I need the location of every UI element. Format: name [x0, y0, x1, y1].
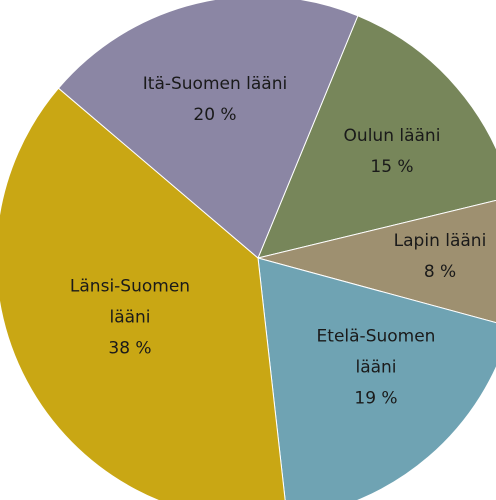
slice-label: Oulun lääni 15 % [312, 121, 472, 183]
category-label: Etelä-Suomen lääni [316, 326, 436, 378]
value-label: 8 % [423, 262, 457, 282]
pie-slice [57, 0, 359, 259]
slice-label: Lapin lääni 8 % [375, 226, 496, 288]
category-label: Oulun lääni [343, 126, 441, 146]
category-label: Länsi-Suomen lääni [69, 276, 191, 328]
category-label: Itä-Suomen lääni [142, 74, 288, 94]
pie-slice [0, 87, 286, 500]
pie-slice [257, 199, 496, 324]
value-label: 20 % [193, 105, 237, 125]
value-label: 38 % [108, 338, 152, 359]
pie-slice [257, 257, 496, 500]
slice-label: Etelä-Suomen lääni 19 % [296, 322, 456, 415]
value-label: 19 % [354, 388, 398, 409]
slice-label: Itä-Suomen lääni 20 % [140, 69, 290, 131]
value-label: 15 % [370, 157, 414, 177]
pie-slice [257, 15, 496, 259]
category-label: Lapin lääni [393, 231, 487, 251]
slice-label: Länsi-Suomen lääni 38 % [50, 272, 210, 365]
